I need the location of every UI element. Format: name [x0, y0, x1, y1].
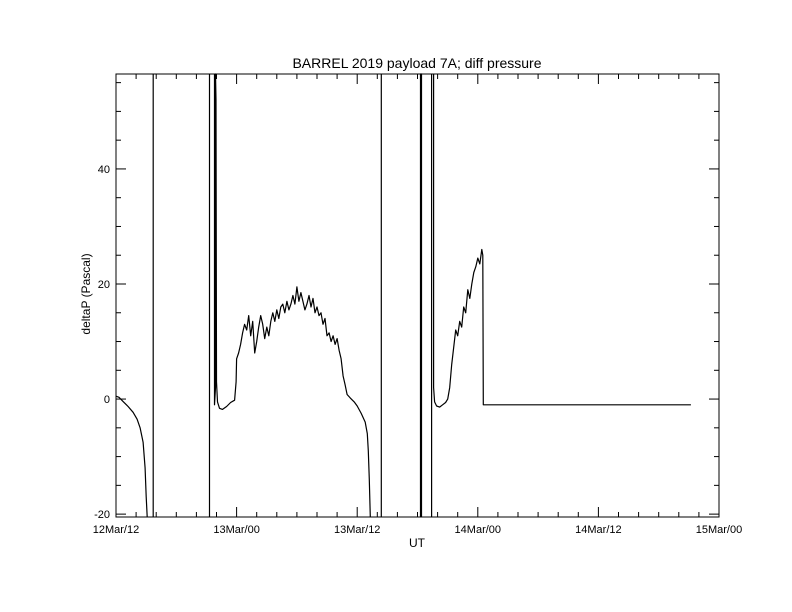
series-line: [115, 395, 148, 518]
y-tick-label: -20: [94, 509, 110, 521]
x-tick-label: 14Mar/12: [575, 524, 621, 536]
x-tick-label: 15Mar/00: [696, 524, 742, 536]
y-tick-label: 40: [98, 164, 110, 176]
series-line: [419, 73, 423, 517]
chart-title: BARREL 2019 payload 7A; diff pressure: [292, 55, 541, 71]
axis-ticks: [115, 74, 720, 517]
x-tick-label: 13Mar/00: [213, 524, 259, 536]
x-tick-label: 14Mar/00: [455, 524, 501, 536]
y-tick-label: 0: [104, 394, 110, 406]
series-line: [213, 73, 371, 518]
y-axis-label: deltaP (Pascal): [79, 253, 93, 334]
plot-frame: [115, 73, 720, 518]
x-tick-label: 12Mar/12: [93, 524, 139, 536]
x-tick-label: 13Mar/12: [334, 524, 380, 536]
x-axis-label: UT: [409, 536, 426, 550]
tick-labels: 12Mar/12 13Mar/00 13Mar/12 14Mar/00 14Mar/12…: [93, 164, 742, 536]
series-line: [433, 74, 691, 408]
plot-lines: [115, 73, 691, 518]
y-tick-label: 20: [98, 279, 110, 291]
